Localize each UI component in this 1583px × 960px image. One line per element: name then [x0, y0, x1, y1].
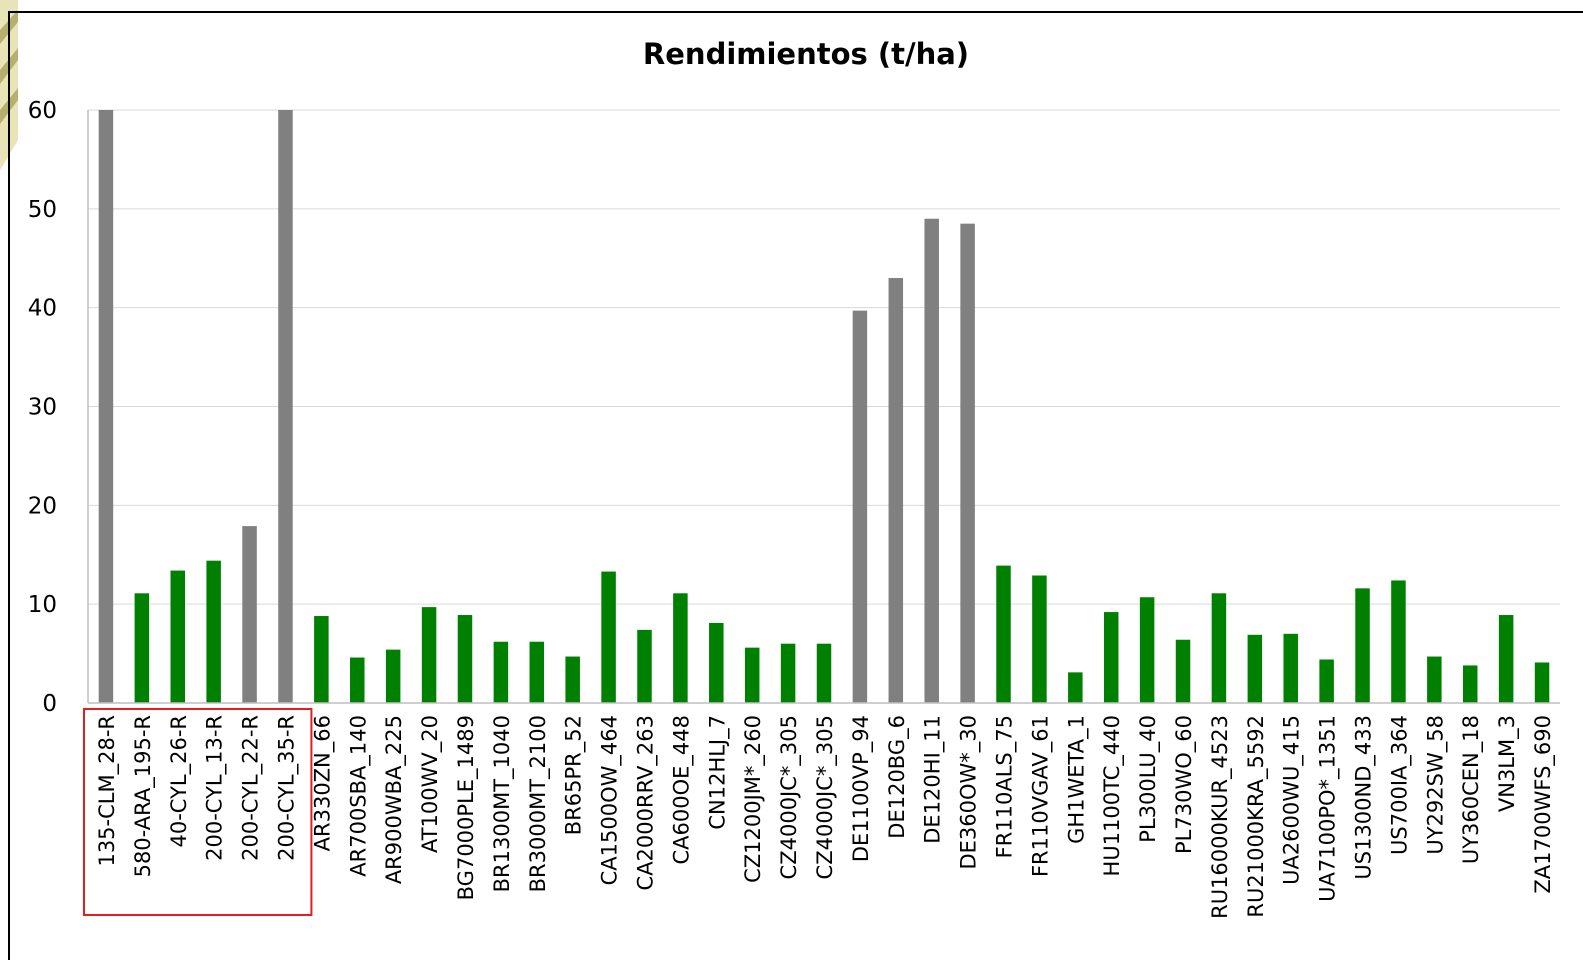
bar: [1032, 575, 1047, 703]
bar: [924, 218, 939, 703]
x-category-label: BR1300MT_1040: [490, 715, 515, 892]
bar: [98, 110, 114, 703]
bar: [601, 571, 616, 703]
bar: [1068, 672, 1083, 703]
x-category-label: CZ4000JC*_305: [813, 715, 838, 879]
x-category-label: RU21000KRA_5592: [1244, 715, 1269, 918]
x-axis-labels: 135-CLM_28-R 580-ARA_195-R 40-CYL_26-R 200-…: [95, 715, 1556, 919]
bar: [1427, 656, 1442, 703]
bar: [1283, 633, 1298, 703]
y-tick-label: 10: [28, 592, 57, 618]
x-category-label: DE360OW*_30: [957, 715, 982, 870]
bar: [780, 643, 796, 703]
bar: [1175, 639, 1191, 703]
bar: [529, 641, 545, 703]
bar: [1139, 597, 1155, 703]
x-category-label: ZA1700WFS_690: [1531, 715, 1556, 894]
bars: [98, 110, 1550, 704]
bar: [1103, 612, 1119, 703]
x-category-label: DE1100VP_94: [849, 715, 874, 862]
x-category-label: RU16000KUR_4523: [1208, 715, 1233, 919]
x-category-label: CZ4000JC*_305: [777, 715, 802, 879]
x-category-label: UY360CEN_18: [1459, 715, 1484, 864]
y-tick-label: 0: [42, 691, 57, 717]
x-category-label: GH1WETA_1: [1064, 715, 1089, 844]
bar: [673, 593, 688, 703]
bar: [170, 570, 186, 703]
x-category-label: DE120BG_6: [885, 715, 910, 839]
x-category-label: AR700SBA_140: [346, 715, 371, 877]
bar: [996, 565, 1011, 703]
y-axis-ticks: 0 10 20 30 40 50 60: [28, 98, 57, 717]
bar: [888, 278, 904, 703]
x-category-label: 40-CYL_26-R: [167, 715, 192, 848]
chart-frame: [8, 11, 1583, 960]
bar: [242, 526, 257, 703]
x-category-label: CN12HLJ_7: [705, 715, 730, 830]
bar: [350, 657, 365, 703]
x-category-label: FR110ALS_75: [993, 715, 1018, 858]
x-category-label: BG7000PLE_1489: [454, 715, 479, 900]
bar: [816, 643, 832, 703]
bar: [565, 656, 580, 703]
bar: [421, 607, 437, 703]
y-tick-label: 20: [28, 493, 57, 519]
y-tick-label: 50: [28, 197, 57, 223]
x-category-label: HU1100TC_440: [1100, 715, 1125, 876]
bar: [852, 310, 868, 703]
x-category-label: 200-CYL_35-R: [274, 715, 299, 861]
highlight-box: [83, 708, 313, 916]
x-category-label: CA600OE_448: [669, 715, 694, 865]
x-category-label: BR65PR_52: [562, 715, 587, 835]
x-category-label: 580-ARA_195-R: [131, 715, 156, 877]
y-tick-label: 30: [28, 395, 57, 421]
bar: [1462, 665, 1478, 703]
bar: [1391, 580, 1406, 703]
bar: [1247, 634, 1263, 703]
bar: [1319, 659, 1334, 703]
y-tick-label: 60: [28, 98, 57, 124]
chart-title: Rendimientos (t/ha): [643, 37, 969, 71]
x-category-label: CA2000RRV_263: [633, 715, 658, 890]
x-category-label: FR110VGAV_61: [1028, 715, 1053, 877]
bar: [385, 649, 401, 703]
x-category-label: AR330ZN_66: [310, 715, 335, 851]
bar: [206, 560, 221, 703]
x-category-label: VN3LM_3: [1495, 715, 1520, 812]
x-category-label: PL300LU_40: [1136, 715, 1161, 843]
bar: [744, 647, 760, 703]
x-category-label: PL730WO_60: [1172, 715, 1197, 854]
bar: [1534, 662, 1550, 703]
bar: [493, 641, 509, 703]
x-category-label: UY292SW_58: [1423, 715, 1448, 855]
x-category-label: US700IA_364: [1387, 715, 1412, 855]
y-tick-label: 40: [28, 296, 57, 322]
x-category-label: AT100WV_20: [418, 715, 443, 853]
bar: [637, 629, 652, 703]
x-category-label: 200-CYL_22-R: [239, 715, 264, 861]
x-category-label: 200-CYL_13-R: [203, 715, 228, 861]
x-category-label: UA7100PO*_1351: [1316, 715, 1341, 902]
x-category-label: UA2600WU_415: [1280, 715, 1305, 885]
x-category-label: CZ1200JM*_260: [741, 715, 766, 883]
bar: [314, 616, 329, 703]
x-category-label: DE120HI_11: [921, 715, 946, 844]
bar: [457, 615, 473, 703]
x-category-label: BR3000MT_2100: [526, 715, 551, 892]
x-category-label: US1300ND_433: [1352, 715, 1377, 880]
bar: [1355, 588, 1370, 703]
x-category-label: 135-CLM_28-R: [95, 715, 120, 867]
bar: [709, 622, 724, 703]
bar: [134, 593, 150, 703]
x-category-label: AR900WBA_225: [382, 715, 407, 884]
bar: [960, 223, 975, 704]
bar: [278, 110, 293, 703]
bar: [1211, 593, 1227, 703]
x-category-label: CA1500OW_464: [598, 715, 623, 885]
bar: [1498, 615, 1514, 703]
gridlines: [88, 109, 1560, 605]
